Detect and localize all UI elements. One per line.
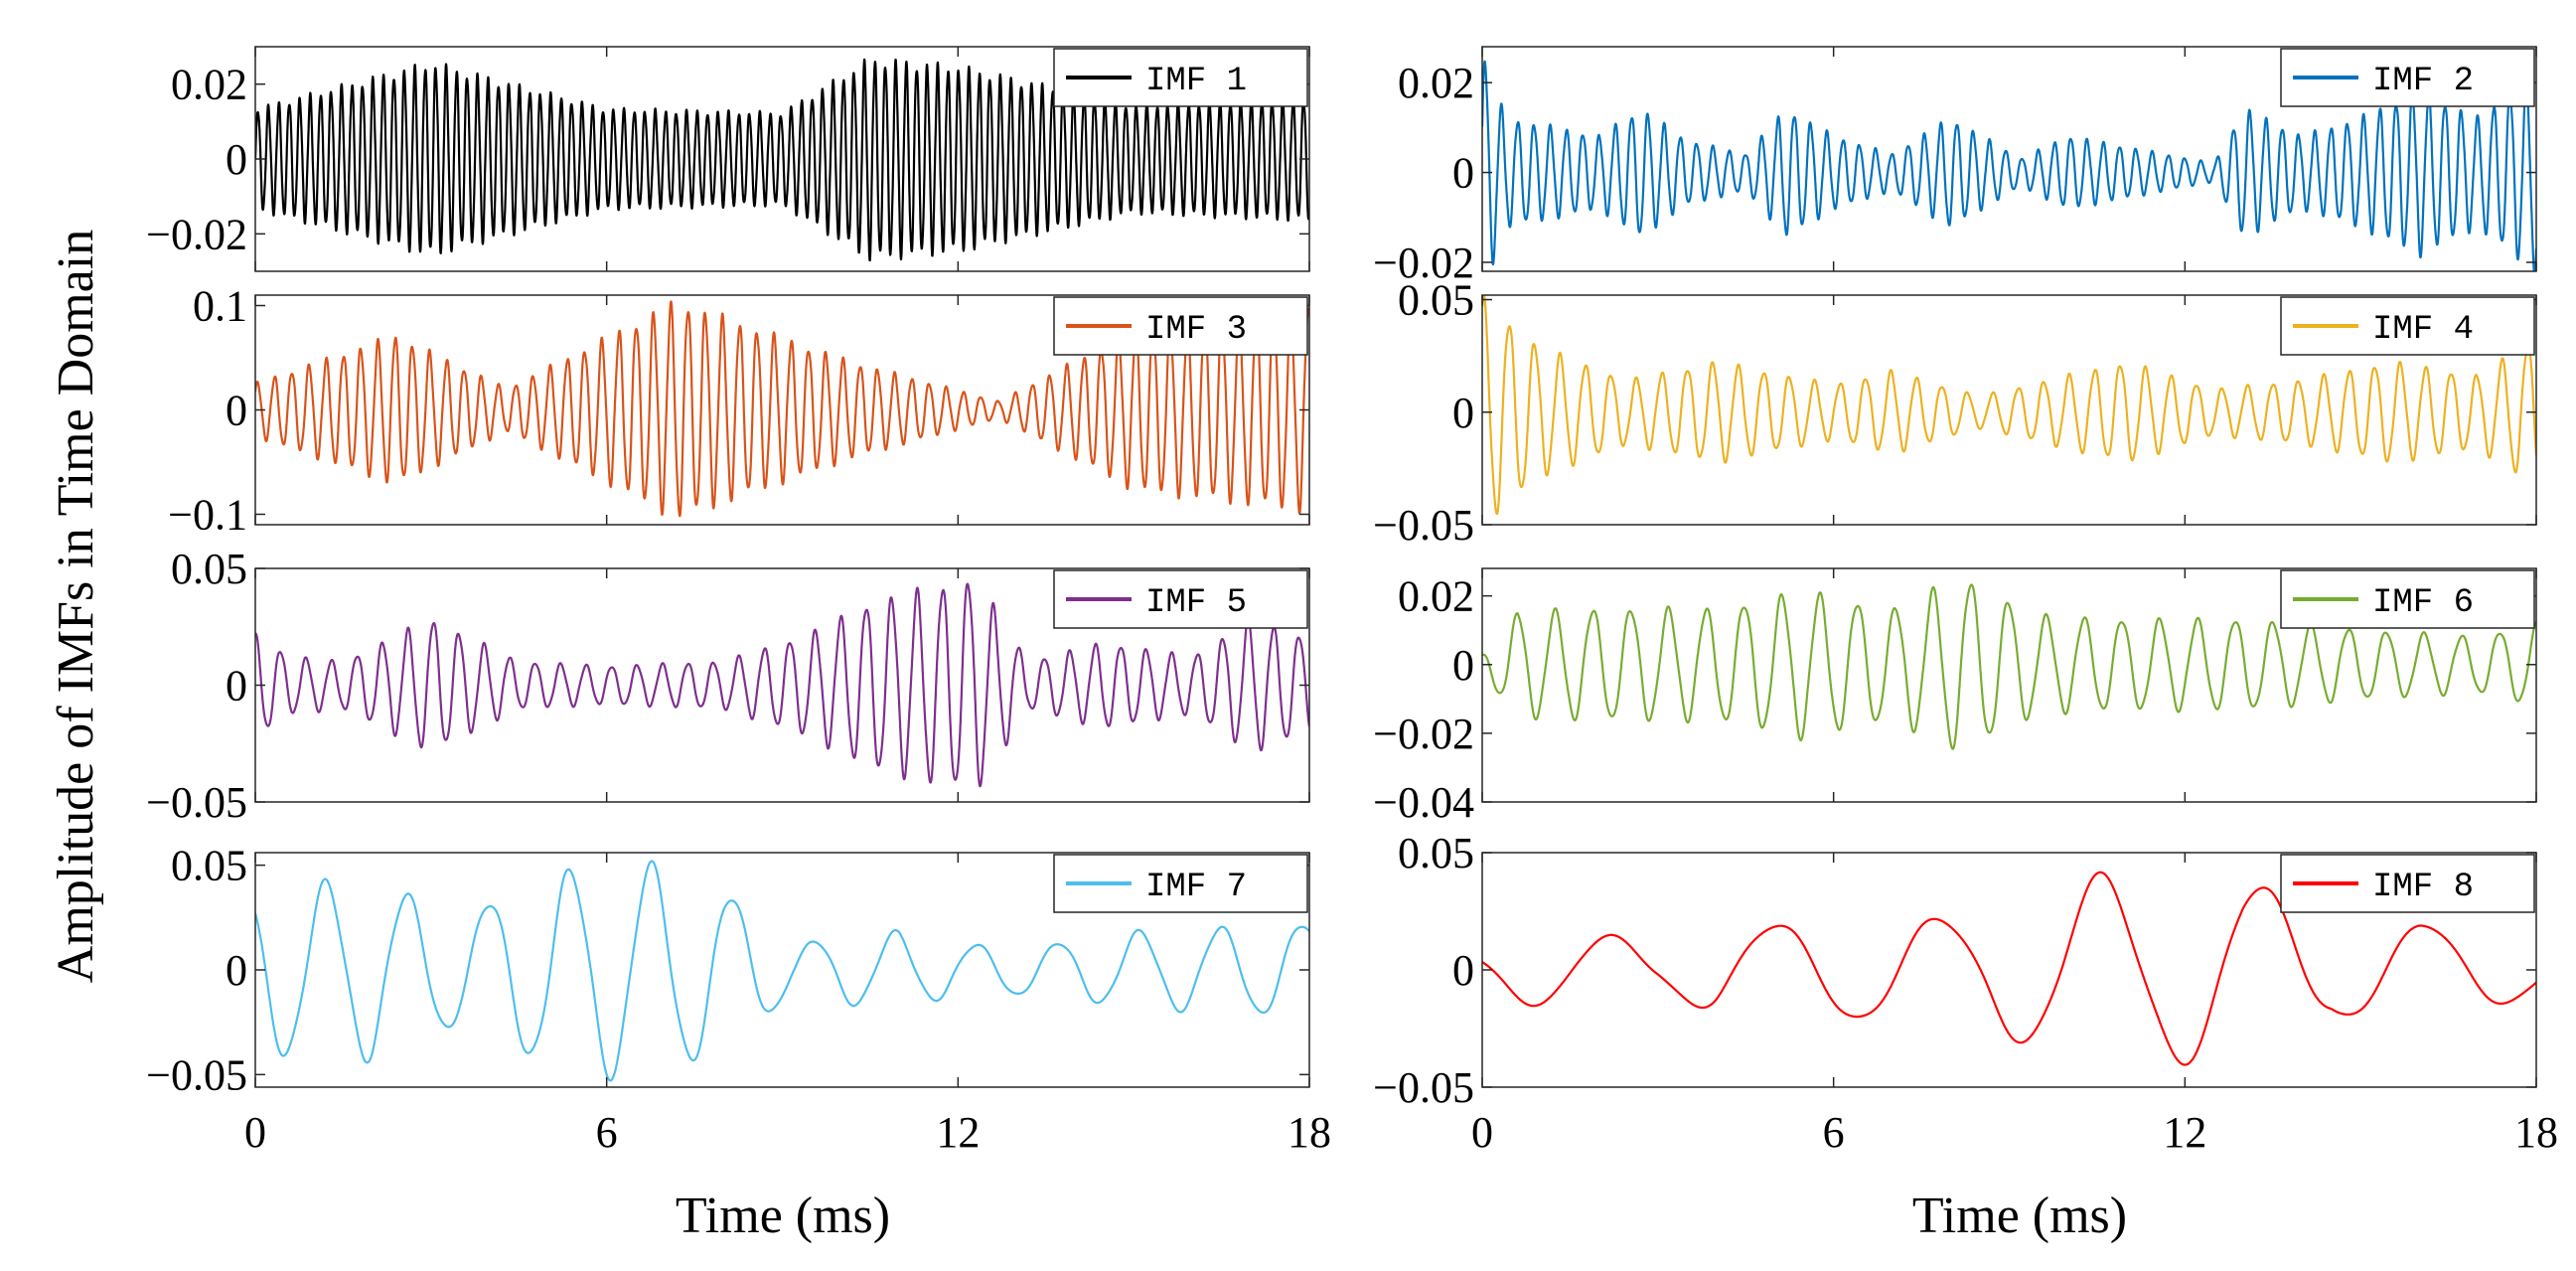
x-tick-label: 18 [1288,1108,1331,1157]
y-tick-label: −0.1 [168,491,247,540]
y-tick-label: −0.02 [1373,710,1474,758]
series-line-imf-2 [1482,60,2536,271]
y-tick-label: 0 [226,946,247,995]
y-tick-label: −0.04 [1373,778,1474,827]
y-tick-label: −0.05 [1373,501,1474,550]
y-tick-label: 0.05 [171,545,247,593]
series-line-imf-7 [255,860,1309,1082]
legend-label: IMF 8 [2372,869,2474,906]
y-tick-label: 0 [226,387,247,435]
series-line-imf-6 [1482,583,2536,750]
legend-label: IMF 2 [2372,63,2474,100]
legend-label: IMF 3 [1145,311,1247,349]
x-tick-label: 0 [244,1108,266,1157]
y-tick-label: 0.02 [1398,572,1474,621]
legend-label: IMF 4 [2372,311,2474,349]
x-axis-label-left: Time (ms) [676,1188,890,1244]
y-tick-label: 0 [226,135,247,184]
y-tick-label: 0.05 [171,842,247,890]
y-tick-label: 0 [1452,946,1474,995]
y-tick-label: −0.02 [146,210,247,258]
y-tick-label: 0 [1452,149,1474,198]
plot-frame [1481,567,2537,803]
y-tick-label: 0.02 [171,61,247,109]
x-tick-label: 0 [1471,1108,1493,1157]
imf-panel-7: −0.05 0 0.05 0 6 12 18 IMF 7 [146,842,1331,1157]
y-axis-label: Amplitude of IMFs in Time Domain [48,230,104,983]
series-line-imf-5 [255,582,1309,788]
plot-frame [1481,46,2537,272]
y-tick-label: −0.05 [1373,1063,1474,1112]
imf-panel-5: −0.05 0 0.05 IMF 5 [146,545,1310,827]
y-tick-label: −0.02 [1373,238,1474,287]
x-tick-label: 6 [596,1108,618,1157]
x-tick-label: 12 [2163,1108,2206,1157]
y-tick-label: −0.05 [146,1050,247,1099]
x-tick-label: 12 [936,1108,980,1157]
legend-box [2280,48,2535,107]
plot-frame [1481,294,2537,526]
y-tick-label: 0 [1452,389,1474,437]
y-tick-label: 0.02 [1398,59,1474,107]
imf-panel-6: −0.04 −0.02 0 0.02 IMF 6 [1373,567,2537,827]
legend-label: IMF 6 [2372,584,2474,622]
x-tick-label: 18 [2514,1108,2558,1157]
x-axis-label-right: Time (ms) [1912,1188,2127,1244]
y-tick-label: 0 [1452,641,1474,690]
y-tick-label: 0.05 [1398,829,1474,877]
series-line-imf-8 [1482,871,2536,1066]
y-tick-label: 0.05 [1398,276,1474,325]
imf-panel-4: −0.05 0 0.05 IMF 4 [1373,276,2537,550]
y-tick-label: −0.05 [146,778,247,827]
x-tick-label: 6 [1823,1108,1845,1157]
series-line-imf-4 [1482,295,2536,516]
legend-label: IMF 7 [1145,869,1247,906]
imf-panel-1: −0.02 0 0.02 IMF 1 [146,46,1310,272]
legend-label: IMF 1 [1145,63,1247,100]
y-tick-label: 0 [226,662,247,711]
legend-label: IMF 5 [1145,584,1247,622]
series-line-imf-3 [255,300,1309,518]
imf-panel-2: −0.02 0 0.02 IMF 2 [1373,46,2537,287]
imf-panel-3: −0.1 0 0.1 IMF 3 [168,282,1310,540]
series-line-imf-1 [255,58,1309,262]
y-tick-label: 0.1 [193,282,247,331]
